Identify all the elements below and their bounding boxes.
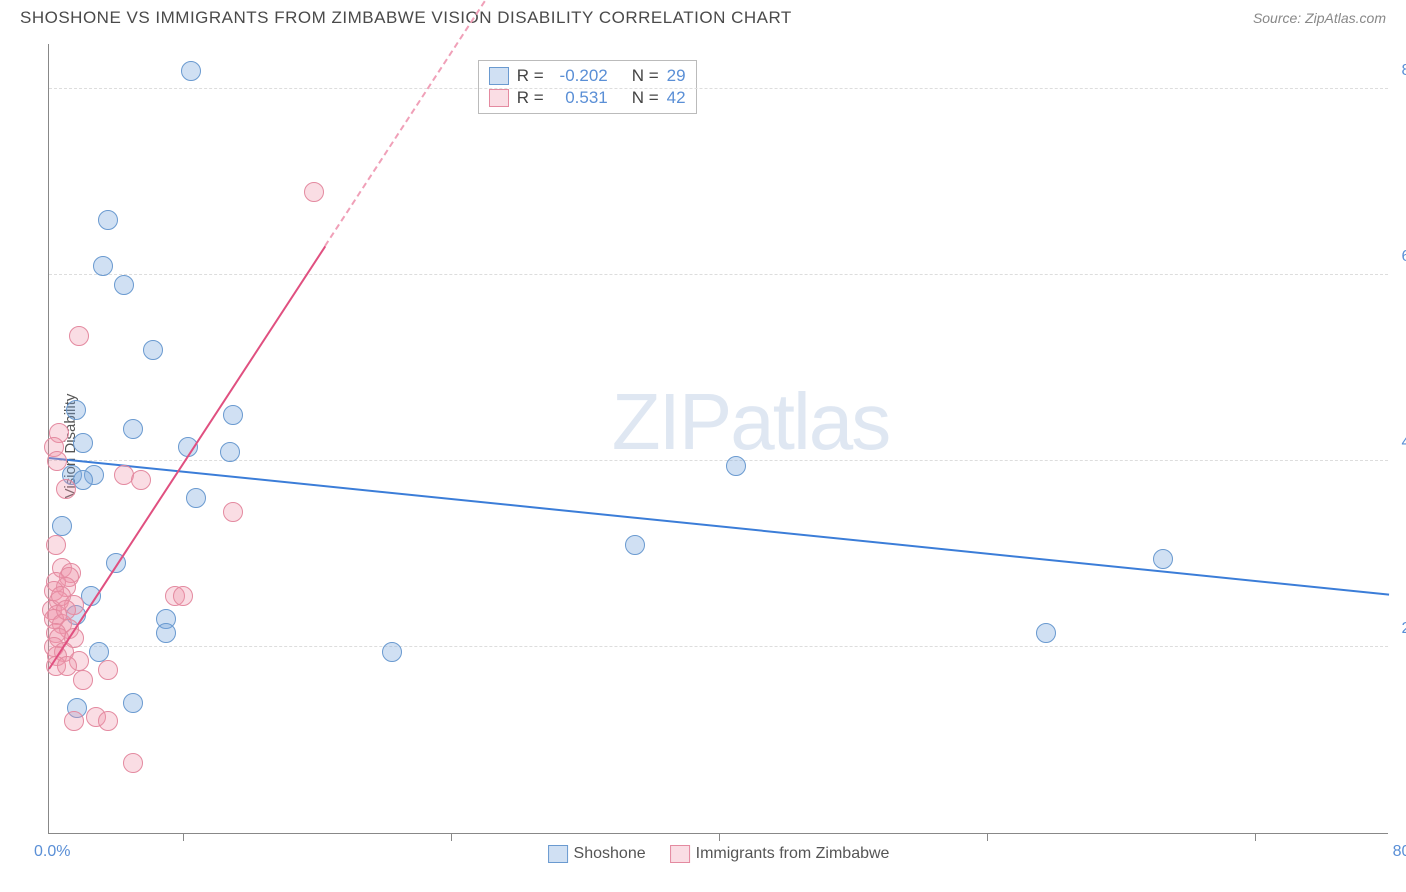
data-point — [56, 600, 76, 620]
legend-label: Shoshone — [574, 845, 646, 863]
data-point — [73, 433, 93, 453]
data-point — [123, 753, 143, 773]
data-point — [186, 488, 206, 508]
legend-swatch — [489, 67, 509, 85]
data-point — [1036, 623, 1056, 643]
gridline — [49, 88, 1388, 89]
n-value: 42 — [667, 88, 686, 108]
stats-row: R = 0.531 N = 42 — [489, 87, 686, 109]
y-tick-label: 6.0% — [1402, 248, 1406, 266]
data-point — [56, 479, 76, 499]
trend-line-dashed — [325, 0, 503, 247]
data-point — [52, 516, 72, 536]
data-point — [382, 642, 402, 662]
x-axis-max-label: 80.0% — [1393, 843, 1406, 861]
data-point — [123, 419, 143, 439]
x-tick — [1255, 833, 1256, 841]
legend-item: Shoshone — [548, 845, 646, 863]
x-axis-min-label: 0.0% — [34, 843, 70, 861]
data-point — [1153, 549, 1173, 569]
data-point — [98, 210, 118, 230]
data-point — [173, 586, 193, 606]
data-point — [98, 711, 118, 731]
data-point — [156, 623, 176, 643]
trend-line — [49, 457, 1389, 596]
trend-line — [48, 246, 326, 670]
data-point — [123, 693, 143, 713]
data-point — [89, 642, 109, 662]
n-label: N = — [632, 88, 659, 108]
x-tick — [987, 833, 988, 841]
data-point — [726, 456, 746, 476]
bottom-legend: Shoshone Immigrants from Zimbabwe — [548, 845, 890, 863]
legend-swatch — [548, 845, 568, 863]
header: SHOSHONE VS IMMIGRANTS FROM ZIMBABWE VIS… — [0, 0, 1406, 28]
chart-plot-area: ZIPatlas 0.0% 80.0% ShoshoneImmigrants f… — [48, 44, 1388, 834]
data-point — [64, 711, 84, 731]
r-label: R = — [517, 88, 544, 108]
watermark: ZIPatlas — [612, 376, 889, 468]
data-point — [98, 660, 118, 680]
data-point — [73, 670, 93, 690]
y-tick-label: 8.0% — [1402, 62, 1406, 80]
gridline — [49, 274, 1388, 275]
data-point — [131, 470, 151, 490]
data-point — [223, 502, 243, 522]
watermark-atlas: atlas — [730, 377, 889, 466]
data-point — [93, 256, 113, 276]
legend-item: Immigrants from Zimbabwe — [670, 845, 890, 863]
data-point — [46, 535, 66, 555]
data-point — [143, 340, 163, 360]
r-label: R = — [517, 66, 544, 86]
n-value: 29 — [667, 66, 686, 86]
legend-swatch — [670, 845, 690, 863]
data-point — [114, 275, 134, 295]
data-point — [304, 182, 324, 202]
watermark-zip: ZIP — [612, 377, 730, 466]
chart-title: SHOSHONE VS IMMIGRANTS FROM ZIMBABWE VIS… — [20, 8, 792, 28]
data-point — [625, 535, 645, 555]
source-label: Source: ZipAtlas.com — [1253, 10, 1386, 26]
y-tick-label: 4.0% — [1402, 434, 1406, 452]
data-point — [66, 400, 86, 420]
legend-label: Immigrants from Zimbabwe — [696, 845, 890, 863]
stats-row: R = -0.202 N = 29 — [489, 65, 686, 87]
gridline — [49, 460, 1388, 461]
r-value: 0.531 — [552, 88, 608, 108]
y-tick-label: 2.0% — [1402, 620, 1406, 638]
n-label: N = — [632, 66, 659, 86]
data-point — [47, 451, 67, 471]
data-point — [220, 442, 240, 462]
data-point — [223, 405, 243, 425]
gridline — [49, 646, 1388, 647]
data-point — [69, 326, 89, 346]
data-point — [181, 61, 201, 81]
legend-swatch — [489, 89, 509, 107]
r-value: -0.202 — [552, 66, 608, 86]
x-tick — [183, 833, 184, 841]
stats-legend-box: R = -0.202 N = 29 R = 0.531 N = 42 — [478, 60, 697, 114]
x-tick — [719, 833, 720, 841]
x-tick — [451, 833, 452, 841]
